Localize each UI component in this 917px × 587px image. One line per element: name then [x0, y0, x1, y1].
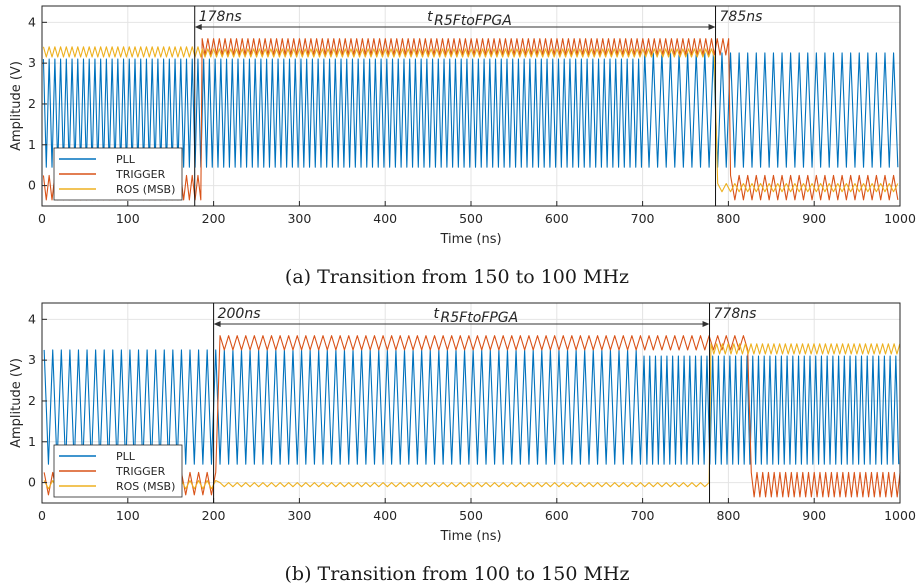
- end-time-label: 785ns: [720, 9, 763, 25]
- chart-panel-b: 0 100 200 300 400 500 600 700 800 900 1000 0 1 2 3 4 Tim…: [9, 302, 916, 544]
- x-tick-label: 600: [545, 211, 569, 226]
- y-axis-label: Amplitude (V): [9, 61, 24, 151]
- x-tick-label: 800: [716, 211, 740, 226]
- y-tick-label: 0: [28, 475, 36, 490]
- caption-a: (a) Transition from 150 to 100 MHz: [285, 266, 629, 288]
- x-tick-label: 300: [287, 508, 311, 523]
- series-line-trigger: [43, 335, 901, 498]
- span-label-subscript: R5FtoFPGA: [434, 13, 512, 29]
- start-time-label: 178ns: [199, 9, 242, 25]
- x-tick-label: 0: [38, 211, 46, 226]
- start-time-label: 200ns: [218, 306, 261, 322]
- x-tick-label: 600: [545, 508, 569, 523]
- x-tick-label: 300: [287, 211, 311, 226]
- y-tick-label: 4: [28, 14, 36, 29]
- x-tick-label: 200: [202, 211, 226, 226]
- x-tick-label: 400: [373, 211, 397, 226]
- x-tick-label: 200: [202, 508, 226, 523]
- x-tick-label: 400: [373, 508, 397, 523]
- chart-panel-a: 0 100 200 300 400 500 600 700 800 900 1000 0 1 2 3 4 Tim…: [9, 5, 916, 247]
- x-tick-label: 700: [631, 211, 655, 226]
- x-tick-label: 800: [716, 508, 740, 523]
- x-tick-label: 900: [802, 508, 826, 523]
- x-tick-label: 100: [116, 508, 140, 523]
- span-arrow-head-left: [194, 24, 202, 30]
- y-tick-label: 2: [28, 393, 36, 408]
- legend-entry: TRIGGER: [115, 168, 166, 181]
- series-line-ros-msb: [42, 46, 899, 193]
- x-axis-label: Time (ns): [439, 529, 501, 544]
- x-tick-label: 500: [459, 508, 483, 523]
- caption-b: (b) Transition from 100 to 150 MHz: [285, 563, 630, 585]
- series-line-pll: [43, 349, 900, 465]
- series-line-ros-msb: [43, 343, 901, 490]
- y-axis-label: Amplitude (V): [9, 358, 24, 448]
- y-tick-label: 3: [28, 55, 36, 70]
- legend-entry: ROS (MSB): [116, 480, 175, 493]
- span-label: t: [427, 9, 433, 25]
- x-tick-label: 700: [631, 508, 655, 523]
- y-tick-label: 0: [28, 178, 36, 193]
- x-tick-label: 100: [116, 211, 140, 226]
- legend-entry: PLL: [116, 153, 136, 166]
- x-tick-label: 1000: [884, 211, 916, 226]
- span-arrow-head-right: [708, 24, 716, 30]
- y-tick-label: 2: [28, 96, 36, 111]
- span-arrow-head-right: [702, 321, 710, 327]
- legend-entry: PLL: [116, 450, 136, 463]
- x-tick-label: 500: [459, 211, 483, 226]
- y-tick-label: 1: [28, 137, 36, 152]
- legend-entry: ROS (MSB): [116, 183, 175, 196]
- span-label: t: [434, 306, 440, 322]
- legend-entry: TRIGGER: [115, 465, 166, 478]
- legend: PLL TRIGGER ROS (MSB): [53, 444, 183, 498]
- y-tick-label: 1: [28, 434, 36, 449]
- span-label-subscript: R5FtoFPGA: [441, 310, 519, 326]
- y-tick-label: 4: [28, 311, 36, 326]
- x-axis-label: Time (ns): [439, 232, 501, 247]
- span-arrow-head-left: [213, 321, 221, 327]
- y-tick-label: 3: [28, 352, 36, 367]
- x-tick-label: 900: [802, 211, 826, 226]
- x-tick-label: 0: [38, 508, 46, 523]
- x-tick-label: 1000: [884, 508, 916, 523]
- legend: PLL TRIGGER ROS (MSB): [53, 147, 183, 201]
- end-time-label: 778ns: [714, 306, 757, 322]
